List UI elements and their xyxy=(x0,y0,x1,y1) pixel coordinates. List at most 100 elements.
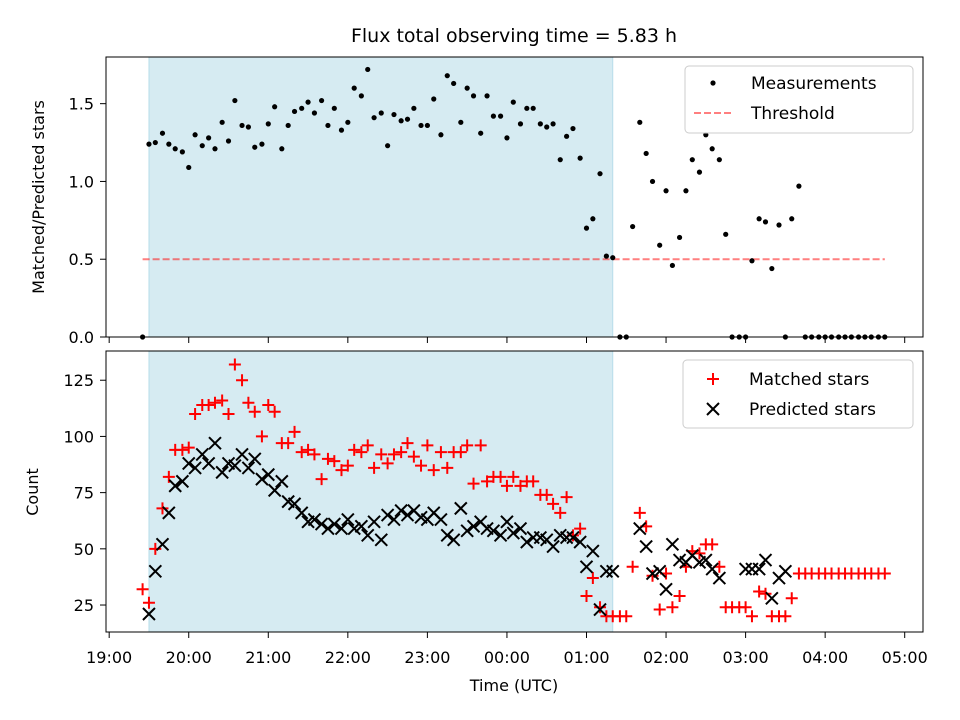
predicted-star-point xyxy=(593,602,607,617)
x-tick-label: 05:00 xyxy=(882,648,928,667)
top-y-tick-label: 1.5 xyxy=(69,95,94,114)
measurement-point xyxy=(345,119,351,125)
measurement-point xyxy=(637,119,643,125)
matched-star-point xyxy=(586,572,599,585)
measurement-point xyxy=(279,146,285,152)
measurement-point xyxy=(331,105,337,111)
matched-star-point xyxy=(653,603,666,616)
matched-star-point xyxy=(328,455,341,468)
measurement-point xyxy=(404,116,411,122)
measurement-point xyxy=(643,150,649,157)
measurement-point xyxy=(590,216,596,222)
measurement-point xyxy=(796,183,802,189)
measurement-point xyxy=(239,122,245,129)
x-tick-label: 21:00 xyxy=(245,648,291,667)
x-tick-label: 02:00 xyxy=(643,648,689,667)
top-legend-frame xyxy=(684,65,914,134)
matched-star-point xyxy=(494,470,507,483)
legend-label-measurements: Measurements xyxy=(751,74,877,94)
predicted-star-point xyxy=(546,539,560,554)
matched-star-point xyxy=(441,461,454,474)
matched-star-point xyxy=(594,601,607,614)
predicted-star-point xyxy=(248,452,262,466)
matched-star-point xyxy=(467,477,480,490)
matched-star-point xyxy=(248,405,261,418)
x-tick-label: 00:00 xyxy=(484,648,530,667)
predicted-star-point xyxy=(142,607,156,621)
measurement-point xyxy=(570,125,576,132)
matched-star-point xyxy=(434,446,447,459)
matched-star-point xyxy=(282,437,295,450)
bottom-shaded-region xyxy=(148,350,614,633)
matched-star-point xyxy=(262,398,275,411)
predicted-star-point xyxy=(354,519,369,534)
predicted-star-point xyxy=(374,533,388,547)
measurement-point xyxy=(358,93,364,99)
predicted-star-point xyxy=(321,521,335,536)
measurement-point xyxy=(424,122,430,129)
matched-star-point xyxy=(560,491,573,504)
predicted-star-point xyxy=(665,537,680,552)
measurement-point xyxy=(756,216,762,222)
top-y-ticks: 0.0 0.5 1.0 1.5 xyxy=(69,95,106,347)
x-tick-label: 01:00 xyxy=(563,648,609,667)
predicted-star-point xyxy=(506,526,521,540)
measurement-point xyxy=(418,122,424,129)
predicted-star-point xyxy=(195,447,209,462)
measurement-point xyxy=(318,97,325,104)
matched-star-point xyxy=(574,522,587,535)
x-tick-label: 04:00 xyxy=(802,648,848,667)
predicted-star-point xyxy=(434,512,448,527)
predicted-star-point xyxy=(394,503,408,518)
predicted-star-point xyxy=(155,537,170,552)
predicted-star-point xyxy=(752,562,766,576)
matched-star-point xyxy=(739,601,752,614)
measurement-point xyxy=(351,85,357,91)
measurement-point xyxy=(464,85,470,91)
predicted-star-point xyxy=(235,447,249,462)
matched-star-point xyxy=(375,448,388,461)
predicted-star-point xyxy=(586,544,600,558)
measurement-point xyxy=(749,258,755,264)
measurement-point xyxy=(663,188,669,194)
bottom-x-ticks: 19:00 20:00 21:00 22:00 23:00 00:00 01:00 02:00… xyxy=(86,632,928,667)
matched-star-point xyxy=(461,439,474,452)
measurement-point xyxy=(524,105,530,111)
predicted-star-point xyxy=(182,456,196,471)
matched-star-point xyxy=(308,448,321,461)
measurement-point xyxy=(762,219,769,225)
predicted-star-point xyxy=(287,497,302,511)
predicted-star-point xyxy=(327,517,342,531)
matched-star-point xyxy=(242,396,255,409)
measurement-point xyxy=(311,110,318,116)
matched-star-point xyxy=(361,439,374,452)
measurement-point xyxy=(610,255,616,261)
predicted-star-point xyxy=(460,524,474,538)
top-axes-frame xyxy=(105,56,924,338)
top-y-tick-label: 1.0 xyxy=(69,172,94,191)
top-legend: Measurements Threshold xyxy=(684,65,914,134)
bottom-y-tick-label: 100 xyxy=(63,427,94,446)
predicted-star-point xyxy=(659,582,673,596)
matched-star-point xyxy=(507,470,520,483)
matched-star-point xyxy=(302,443,315,456)
top-y-tick-label: 0.5 xyxy=(69,250,94,269)
matched-star-point xyxy=(421,439,434,452)
matched-star-point xyxy=(666,601,679,614)
predicted-star-point xyxy=(367,515,381,529)
predicted-star-point xyxy=(294,506,309,520)
matched-star-point xyxy=(216,394,229,407)
matched-star-point xyxy=(401,437,414,450)
predicted-star-point xyxy=(175,474,190,489)
x-tick-label: 20:00 xyxy=(166,648,212,667)
measurement-point xyxy=(192,132,198,138)
matched-star-point xyxy=(527,475,540,488)
measurement-point xyxy=(338,127,345,133)
measurement-point xyxy=(272,104,278,110)
matched-star-point xyxy=(176,443,189,456)
measurement-point xyxy=(212,146,218,152)
top-panel: 0.0 0.5 1.0 1.5 Matched/Predicted stars Mea… xyxy=(29,56,924,347)
matched-star-point xyxy=(182,441,195,454)
bottom-y-tick-label: 50 xyxy=(74,540,94,559)
measurement-point xyxy=(411,105,417,111)
